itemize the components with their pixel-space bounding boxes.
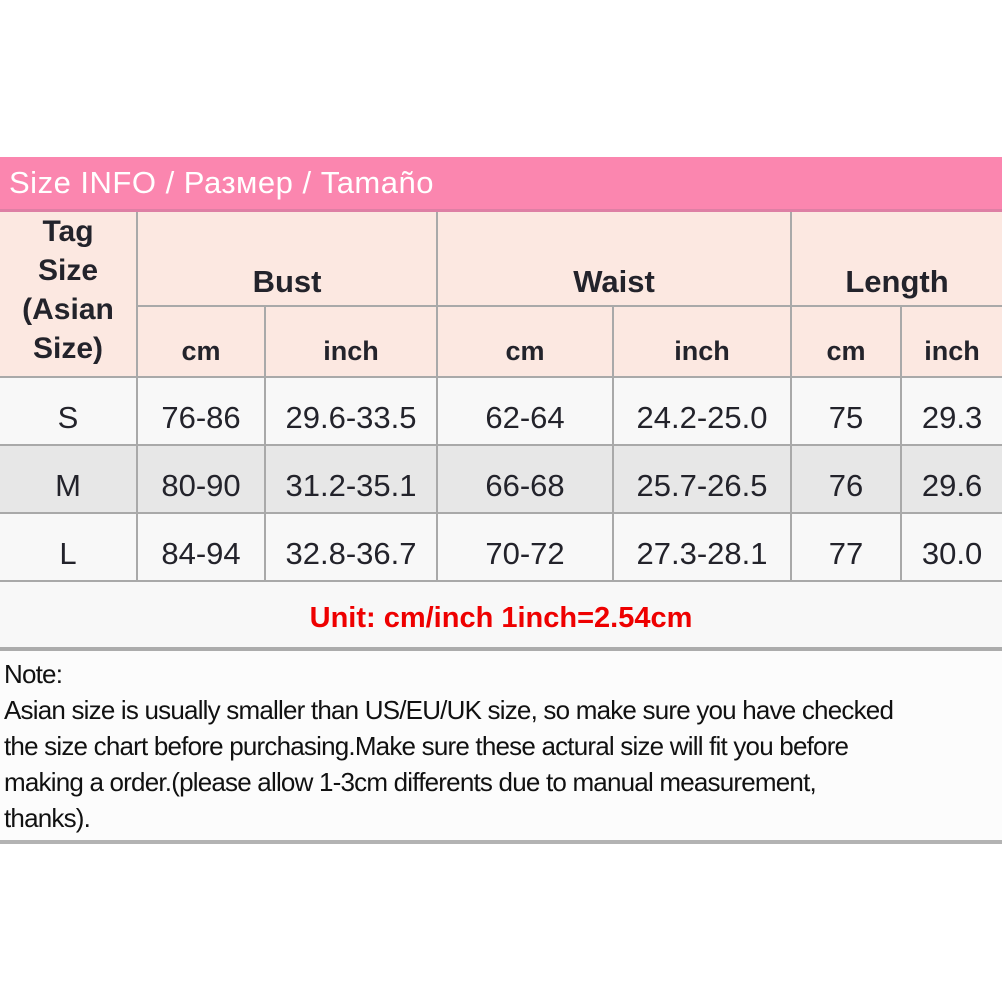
tag-header-line-2: Size — [37, 254, 99, 287]
note-line-2: Asian size is usually smaller than US/EU… — [4, 695, 894, 725]
size-info-title-bar: Size INFO / Размер / Tamaño — [0, 157, 1002, 212]
size-l-waist-cm: 70-72 — [436, 512, 615, 582]
size-s-length-cm: 75 — [790, 376, 903, 446]
size-m-length-cm: 76 — [790, 444, 903, 514]
bust-inch-header: inch — [263, 304, 439, 379]
size-m-label: M — [0, 444, 138, 514]
size-l-bust-inch: 32.8-36.7 — [263, 512, 439, 582]
waist-cm-header: cm — [436, 304, 615, 379]
note-line-4: making a order.(please allow 1-3cm diffe… — [4, 767, 817, 797]
tag-size-header-cell: Tag Size (Asian Size) — [0, 212, 138, 378]
unit-header-row: cm inch cm inch cm inch — [0, 304, 1002, 379]
size-chart-table: Tag Size (Asian Size) Bust Waist Length … — [0, 212, 1002, 651]
size-s-length-inch: 29.3 — [900, 376, 1002, 446]
length-cm-header: cm — [790, 304, 903, 379]
group-header-row: Tag Size (Asian Size) Bust Waist Length — [0, 212, 1002, 378]
waist-inch-header: inch — [612, 304, 793, 379]
note-line-5: thanks). — [4, 803, 91, 833]
tag-header-line-1: Tag — [42, 215, 94, 248]
note-line-1: Note: — [4, 659, 63, 689]
length-inch-header: inch — [900, 304, 1002, 379]
unit-note-text: Unit: cm/inch 1inch=2.54cm — [0, 580, 1002, 651]
waist-group-header: Waist — [436, 212, 793, 307]
table-row-size-m: M 80-90 31.2-35.1 66-68 25.7-26.5 76 29.… — [0, 444, 1002, 514]
size-s-bust-inch: 29.6-33.5 — [263, 376, 439, 446]
size-s-label: S — [0, 376, 138, 446]
table-row-size-s: S 76-86 29.6-33.5 62-64 24.2-25.0 75 29.… — [0, 376, 1002, 446]
unit-note-row: Unit: cm/inch 1inch=2.54cm — [0, 580, 1002, 651]
size-info-title: Size INFO / Размер / Tamaño — [9, 165, 434, 200]
size-m-length-inch: 29.6 — [900, 444, 1002, 514]
top-whitespace — [0, 0, 1002, 157]
size-s-bust-cm: 76-86 — [136, 376, 266, 446]
size-m-waist-cm: 66-68 — [436, 444, 615, 514]
size-m-waist-inch: 25.7-26.5 — [612, 444, 793, 514]
size-m-bust-inch: 31.2-35.1 — [263, 444, 439, 514]
note-line-3: the size chart before purchasing.Make su… — [4, 731, 849, 761]
tag-header-line-4: Size) — [32, 332, 104, 365]
size-s-waist-cm: 62-64 — [436, 376, 615, 446]
bust-group-header: Bust — [135, 212, 439, 307]
size-l-length-inch: 30.0 — [900, 512, 1002, 582]
note-section: Note: Asian size is usually smaller than… — [0, 651, 1002, 844]
tag-header-line-3: (Asian — [22, 293, 114, 326]
size-s-waist-inch: 24.2-25.0 — [612, 376, 793, 446]
size-m-bust-cm: 80-90 — [136, 444, 266, 514]
size-l-label: L — [0, 512, 138, 582]
bust-cm-header: cm — [137, 304, 266, 379]
length-group-header: Length — [790, 212, 1002, 307]
size-l-bust-cm: 84-94 — [136, 512, 266, 582]
size-l-length-cm: 77 — [790, 512, 903, 582]
size-l-waist-inch: 27.3-28.1 — [612, 512, 793, 582]
table-row-size-l: L 84-94 32.8-36.7 70-72 27.3-28.1 77 30.… — [0, 512, 1002, 582]
